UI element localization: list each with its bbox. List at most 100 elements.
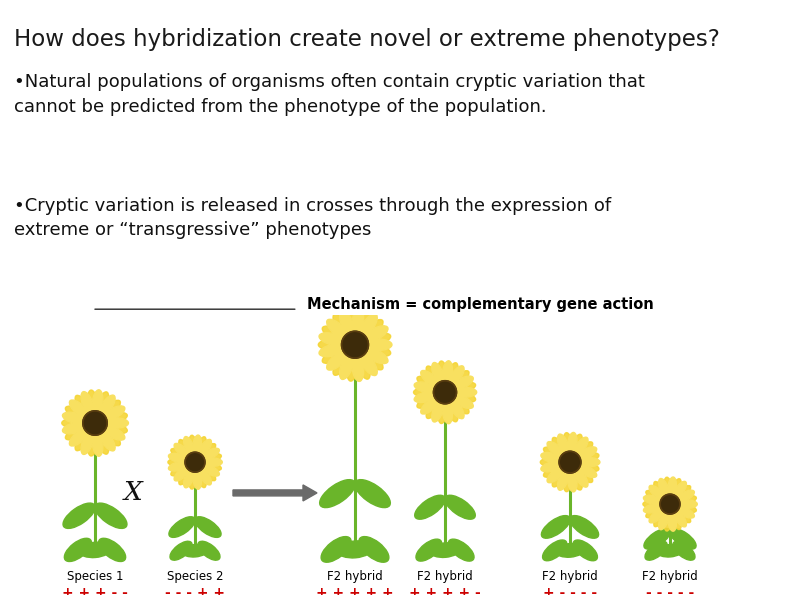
- Text: F2 hybrid: F2 hybrid: [542, 571, 598, 584]
- Ellipse shape: [571, 434, 582, 455]
- Ellipse shape: [320, 480, 355, 508]
- Text: Mechanism = complementary gene action: Mechanism = complementary gene action: [306, 297, 653, 312]
- Ellipse shape: [357, 314, 377, 340]
- Ellipse shape: [352, 308, 364, 338]
- Ellipse shape: [567, 433, 577, 457]
- Ellipse shape: [570, 516, 599, 538]
- Ellipse shape: [658, 478, 670, 500]
- Ellipse shape: [362, 339, 392, 350]
- Ellipse shape: [198, 541, 220, 560]
- Ellipse shape: [174, 465, 192, 481]
- Ellipse shape: [414, 391, 439, 403]
- Ellipse shape: [202, 453, 222, 462]
- Ellipse shape: [63, 412, 89, 424]
- Ellipse shape: [357, 350, 377, 375]
- Ellipse shape: [676, 496, 696, 505]
- Ellipse shape: [447, 366, 464, 388]
- Ellipse shape: [197, 439, 211, 458]
- Ellipse shape: [645, 541, 667, 560]
- Ellipse shape: [450, 371, 469, 387]
- Ellipse shape: [197, 466, 211, 485]
- Ellipse shape: [352, 352, 364, 381]
- Ellipse shape: [446, 363, 458, 385]
- Ellipse shape: [453, 383, 476, 393]
- Ellipse shape: [556, 543, 584, 558]
- Ellipse shape: [326, 320, 351, 341]
- Ellipse shape: [96, 392, 109, 415]
- Circle shape: [660, 494, 680, 514]
- Ellipse shape: [355, 480, 391, 508]
- Text: How does hybridization create novel or extreme phenotypes?: How does hybridization create novel or e…: [14, 28, 720, 51]
- Ellipse shape: [646, 506, 664, 518]
- Ellipse shape: [183, 437, 195, 458]
- Ellipse shape: [572, 466, 588, 487]
- Ellipse shape: [453, 392, 476, 402]
- Ellipse shape: [170, 541, 192, 560]
- Ellipse shape: [432, 362, 445, 387]
- Ellipse shape: [414, 388, 437, 397]
- Ellipse shape: [92, 390, 103, 417]
- Ellipse shape: [75, 395, 91, 416]
- Ellipse shape: [318, 339, 345, 350]
- Ellipse shape: [438, 361, 447, 384]
- Ellipse shape: [195, 516, 221, 537]
- Text: •Cryptic variation is released in crosses through the expression of
extreme or “: •Cryptic variation is released in crosse…: [14, 197, 611, 239]
- Ellipse shape: [571, 469, 582, 490]
- Ellipse shape: [675, 486, 691, 500]
- Ellipse shape: [357, 310, 370, 336]
- Ellipse shape: [179, 468, 192, 485]
- Ellipse shape: [417, 394, 438, 408]
- Ellipse shape: [202, 462, 222, 471]
- Ellipse shape: [674, 490, 695, 503]
- Ellipse shape: [547, 465, 566, 483]
- Circle shape: [185, 452, 205, 472]
- Ellipse shape: [664, 477, 672, 497]
- Ellipse shape: [552, 468, 567, 487]
- Ellipse shape: [340, 310, 355, 339]
- Ellipse shape: [543, 447, 564, 460]
- Ellipse shape: [360, 346, 388, 364]
- Ellipse shape: [552, 437, 567, 456]
- Ellipse shape: [442, 361, 453, 387]
- Ellipse shape: [65, 425, 87, 440]
- Ellipse shape: [101, 418, 129, 428]
- Ellipse shape: [576, 458, 600, 467]
- Ellipse shape: [573, 540, 597, 560]
- Ellipse shape: [75, 430, 91, 450]
- Ellipse shape: [643, 503, 665, 513]
- Ellipse shape: [169, 516, 195, 537]
- Text: + + + + +: + + + + +: [316, 587, 394, 595]
- Ellipse shape: [576, 466, 592, 483]
- Ellipse shape: [360, 326, 388, 343]
- Ellipse shape: [81, 428, 95, 455]
- Text: •Natural populations of organisms often contain cryptic variation that
cannot be: •Natural populations of organisms often …: [14, 73, 646, 115]
- Ellipse shape: [69, 400, 91, 420]
- Ellipse shape: [87, 431, 98, 456]
- Ellipse shape: [98, 395, 115, 418]
- Text: + + + + -: + + + + -: [409, 587, 481, 595]
- Ellipse shape: [63, 503, 95, 528]
- Ellipse shape: [540, 458, 562, 466]
- Ellipse shape: [414, 382, 439, 393]
- Ellipse shape: [98, 538, 125, 562]
- Text: F2 hybrid: F2 hybrid: [642, 571, 698, 584]
- Circle shape: [434, 381, 457, 404]
- Ellipse shape: [675, 500, 697, 509]
- Ellipse shape: [103, 412, 127, 424]
- Ellipse shape: [577, 462, 599, 472]
- Text: + - - - -: + - - - -: [543, 587, 597, 595]
- Ellipse shape: [657, 544, 683, 557]
- Ellipse shape: [664, 511, 672, 531]
- Ellipse shape: [103, 422, 127, 434]
- Ellipse shape: [649, 507, 667, 523]
- Ellipse shape: [541, 461, 565, 472]
- Ellipse shape: [543, 465, 564, 477]
- Ellipse shape: [168, 458, 188, 466]
- Ellipse shape: [451, 387, 476, 397]
- Ellipse shape: [417, 376, 438, 390]
- Ellipse shape: [575, 447, 597, 461]
- Ellipse shape: [643, 500, 663, 508]
- Text: - - - - -: - - - - -: [646, 587, 694, 595]
- Ellipse shape: [644, 528, 670, 549]
- Ellipse shape: [671, 479, 681, 497]
